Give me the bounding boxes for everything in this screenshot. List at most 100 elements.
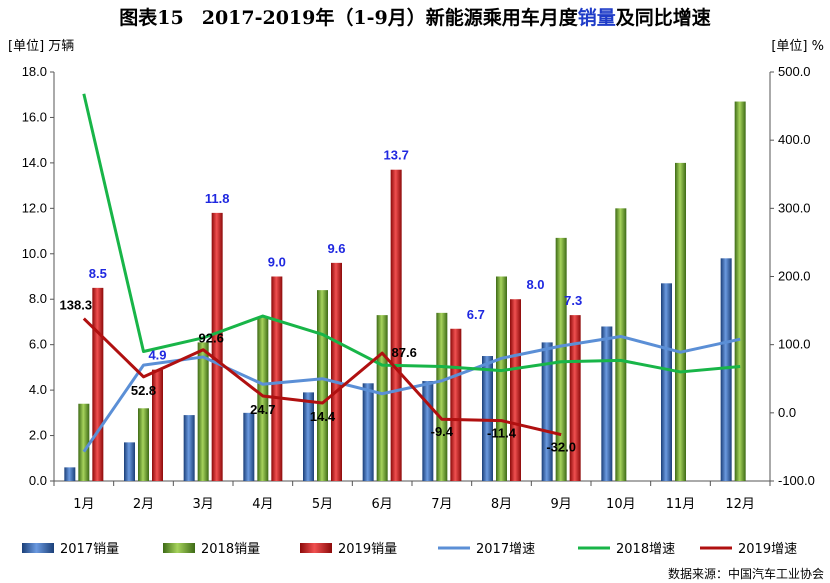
title-main-c: 及同比增速: [616, 6, 711, 29]
line-data-label: 92.6: [199, 331, 224, 346]
line-data-label: -32.0: [546, 440, 576, 455]
bar-2017销量: [720, 258, 732, 481]
x-tick-label: 12月: [725, 497, 755, 512]
bar-2019销量: [450, 328, 462, 481]
right-tick-label: 100.0: [778, 337, 811, 352]
bar-data-label: 8.0: [526, 277, 544, 292]
left-tick-label: 8.0: [29, 291, 47, 306]
right-axis-unit: [单位] %: [771, 39, 824, 54]
bar-2019销量: [390, 169, 402, 481]
legend-swatch: [22, 543, 54, 553]
line-data-label: 52.8: [131, 383, 156, 398]
bar-2017销量: [422, 381, 434, 481]
bar-2017销量: [183, 415, 195, 481]
bar-2017销量: [661, 283, 672, 481]
line-data-label: 87.6: [392, 345, 417, 360]
x-tick-label: 9月: [551, 497, 572, 512]
left-tick-label: 0.0: [29, 473, 47, 488]
bar-2017销量: [303, 392, 314, 481]
bar-data-label: 7.3: [564, 293, 582, 308]
bar-data-label: 4.9: [148, 348, 166, 363]
right-tick-label: -100.0: [778, 473, 815, 488]
left-tick-label: 6.0: [29, 337, 47, 352]
title-main-a: 2017-2019年（1-9月）新能源乘用车月度: [202, 6, 579, 29]
plot-area: 0.0 2.0 4.0 6.0 8.0 10.0 12.0 14.0 16.0 18.0 -100.…: [22, 64, 815, 512]
right-tick-label: 300.0: [778, 200, 811, 215]
line-2018增速: [82, 93, 741, 374]
bar-2018销量: [615, 208, 627, 482]
x-tick-label: 5月: [312, 497, 333, 512]
line-data-label: 14.4: [310, 409, 336, 424]
x-tick-label: 6月: [372, 497, 393, 512]
legend-label: 2019销量: [338, 542, 397, 557]
line-data-label: 24.7: [250, 402, 275, 417]
legend-swatch: [300, 543, 332, 553]
bar-2019销量: [331, 262, 342, 481]
bar-2018销量: [555, 237, 567, 481]
legend-label: 2019增速: [738, 542, 797, 557]
bar-2018销量: [734, 101, 746, 482]
bar-2017销量: [243, 412, 255, 481]
legend-label: 2018销量: [201, 542, 260, 557]
bar-data-label: 11.8: [205, 191, 230, 206]
right-tick-label: 500.0: [778, 64, 811, 79]
bar-2019销量: [271, 276, 283, 481]
left-tick-label: 18.0: [22, 64, 47, 79]
bar-2018销量: [376, 315, 388, 481]
legend-label: 2018增速: [616, 542, 675, 557]
x-tick-label: 2月: [133, 497, 154, 512]
x-tick-label: 8月: [491, 497, 512, 512]
bar-data-label: 6.7: [467, 307, 485, 322]
line-data-label: -11.4: [487, 426, 517, 441]
bar-2017销量: [601, 326, 613, 481]
chart-title: 图表15 2017-2019年（1-9月）新能源乘用车月度销量及同比增速: [119, 6, 710, 29]
bar-data-label: 9.0: [268, 255, 286, 270]
bar-data-label: 13.7: [384, 148, 409, 163]
left-axis-unit: [单位] 万辆: [8, 39, 74, 54]
bar-2018销量: [436, 312, 448, 481]
source-note: 数据来源：中国汽车工业协会: [668, 566, 824, 581]
bar-2017销量: [362, 383, 374, 481]
legend-swatch: [163, 543, 195, 553]
bar-2018销量: [496, 276, 507, 481]
bar-2017销量: [482, 356, 493, 481]
left-tick-label: 10.0: [22, 246, 47, 261]
bar-2018销量: [138, 408, 149, 481]
right-tick-label: 400.0: [778, 132, 811, 147]
title-main-b: 销量: [578, 6, 616, 29]
line-2019增速: [82, 317, 562, 437]
bar-data-label: 8.5: [89, 266, 107, 281]
legend: 2017销量 2018销量 2019销量 2017增速 2018增速 2019增速: [22, 542, 797, 557]
bar-2017销量: [541, 342, 553, 481]
bar-2019销量: [569, 315, 581, 481]
bar-2017销量: [64, 467, 76, 481]
bar-2019销量: [152, 369, 163, 481]
title-prefix: 图表15: [119, 6, 183, 29]
bar-2017销量: [124, 442, 135, 481]
left-tick-label: 16.0: [22, 109, 47, 124]
x-tick-label: 10月: [606, 497, 636, 512]
line-data-label: 138.3: [60, 298, 93, 313]
x-tick-label: 11月: [666, 497, 696, 512]
bar-2018销量: [317, 290, 328, 481]
left-tick-label: 4.0: [29, 382, 47, 397]
right-tick-label: 0.0: [778, 405, 796, 420]
bar-2018销量: [197, 342, 209, 481]
legend-label: 2017销量: [60, 542, 119, 557]
bar-2019销量: [510, 299, 521, 481]
left-tick-label: 14.0: [22, 155, 47, 170]
bar-2019销量: [92, 287, 104, 481]
left-tick-label: 2.0: [29, 428, 47, 443]
bar-2018销量: [675, 162, 686, 481]
right-tick-label: 200.0: [778, 269, 811, 284]
x-tick-label: 3月: [193, 497, 214, 512]
x-tick-label: 7月: [431, 497, 452, 512]
bar-2018销量: [257, 317, 269, 481]
left-tick-label: 12.0: [22, 200, 47, 215]
x-tick-label: 1月: [73, 497, 94, 512]
line-data-label: -9.4: [431, 424, 454, 439]
bar-2019销量: [211, 212, 223, 481]
legend-label: 2017增速: [476, 542, 535, 557]
x-tick-label: 4月: [252, 497, 273, 512]
